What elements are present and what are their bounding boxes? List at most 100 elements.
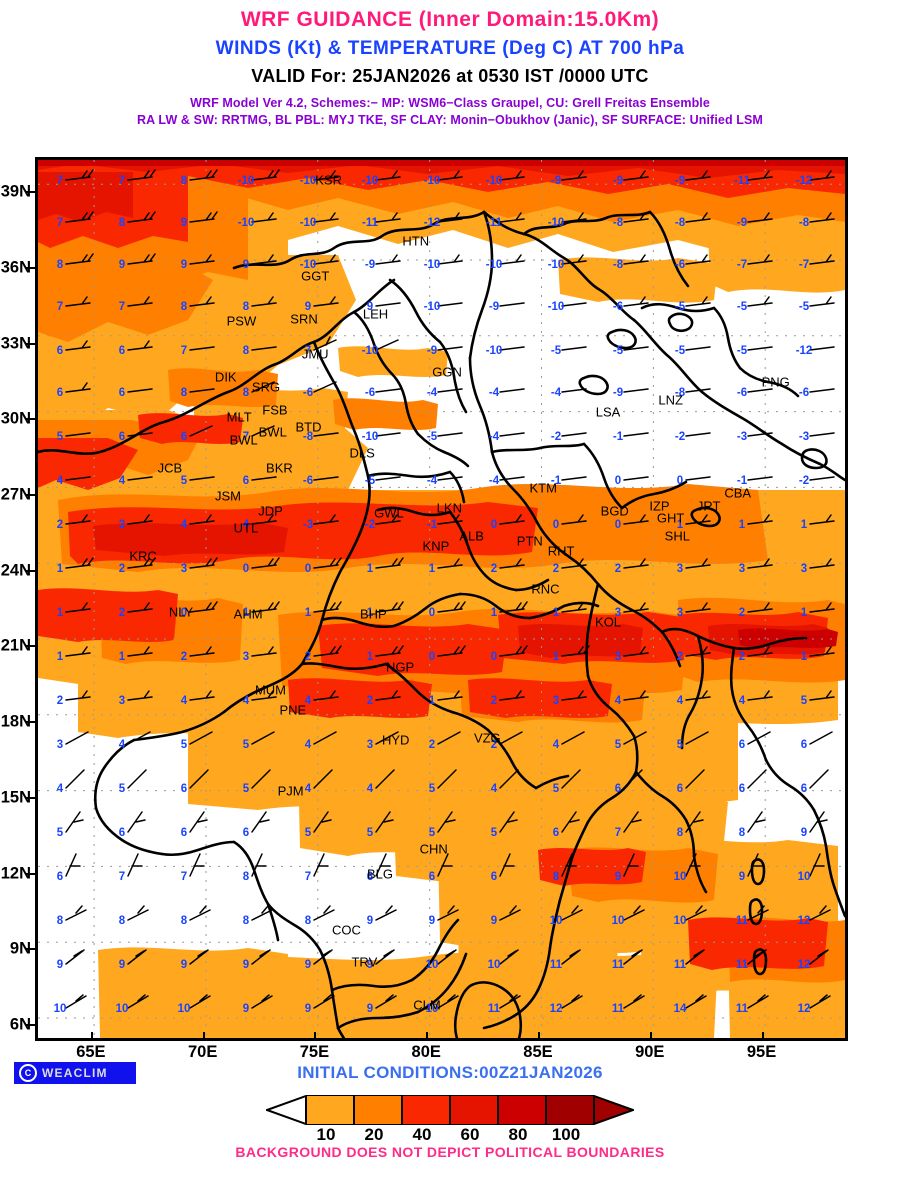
svg-text:-5: -5	[737, 301, 748, 313]
svg-text:3: 3	[119, 695, 125, 707]
svg-text:5: 5	[181, 739, 188, 751]
svg-text:9: 9	[739, 871, 745, 883]
lat-tick-label: 12N	[0, 864, 31, 883]
svg-text:4: 4	[553, 739, 560, 751]
svg-text:-10: -10	[362, 345, 379, 357]
svg-text:9: 9	[367, 301, 373, 313]
svg-text:8: 8	[243, 915, 250, 927]
lat-tick-label: 9N	[9, 939, 31, 958]
svg-text:-9: -9	[737, 217, 747, 229]
svg-text:3: 3	[553, 695, 559, 707]
svg-text:7: 7	[181, 871, 187, 883]
svg-text:1: 1	[677, 519, 684, 531]
svg-text:9: 9	[615, 871, 621, 883]
svg-text:4: 4	[305, 783, 312, 795]
svg-text:4: 4	[491, 783, 498, 795]
svg-text:-5: -5	[427, 431, 438, 443]
lat-tick-mark	[26, 191, 35, 194]
city-label: SRN	[290, 311, 318, 327]
svg-text:2: 2	[553, 563, 559, 575]
svg-text:-10: -10	[300, 217, 317, 229]
svg-text:4: 4	[119, 475, 126, 487]
svg-text:2: 2	[181, 651, 187, 663]
city-label: PTN	[516, 533, 543, 549]
svg-text:11: 11	[736, 959, 749, 971]
svg-text:-9: -9	[613, 175, 623, 187]
svg-text:1: 1	[305, 607, 312, 619]
lat-tick-label: 30N	[0, 409, 31, 428]
svg-text:12: 12	[550, 1003, 563, 1015]
svg-text:8: 8	[243, 345, 250, 357]
svg-text:-10: -10	[238, 217, 255, 229]
svg-text:5: 5	[491, 827, 498, 839]
svg-text:-6: -6	[613, 301, 623, 313]
city-label: PJM	[277, 783, 304, 799]
svg-text:0: 0	[429, 607, 435, 619]
svg-text:3: 3	[57, 739, 63, 751]
svg-text:2: 2	[305, 651, 311, 663]
weather-map[interactable]: 7 7 8 -10 -10 -10 -10 -10 -9 -9 -9 -1 1 -12 7 8 9 -…	[35, 157, 848, 1041]
svg-text:3: 3	[801, 563, 807, 575]
svg-text:3: 3	[677, 563, 683, 575]
svg-text:0: 0	[615, 519, 621, 531]
svg-text:9: 9	[367, 1003, 373, 1015]
svg-text:-5: -5	[613, 345, 624, 357]
svg-text:-10: -10	[486, 345, 503, 357]
svg-text:9: 9	[243, 259, 249, 271]
svg-text:2: 2	[491, 563, 497, 575]
svg-text:-2: -2	[365, 519, 375, 531]
colorbar-cell	[450, 1095, 498, 1125]
weaclim-logo[interactable]: C WEACLIM	[14, 1062, 136, 1084]
svg-text:0: 0	[491, 651, 497, 663]
svg-text:-4: -4	[489, 431, 500, 443]
svg-text:11: 11	[674, 959, 687, 971]
svg-text:1: 1	[553, 607, 560, 619]
svg-text:6: 6	[119, 345, 125, 357]
svg-text:3: 3	[243, 651, 249, 663]
svg-text:6: 6	[119, 431, 125, 443]
svg-text:-1: -1	[737, 475, 748, 487]
colorbar[interactable]: 10 20 40 60 80 100	[0, 1095, 900, 1155]
svg-text:-10: -10	[300, 259, 317, 271]
svg-text:2: 2	[429, 739, 435, 751]
svg-text:7: 7	[305, 345, 311, 357]
svg-text:5: 5	[243, 783, 250, 795]
lon-tick-mark	[649, 1032, 652, 1041]
svg-text:-12: -12	[796, 345, 813, 357]
svg-text:0: 0	[553, 519, 559, 531]
city-label: MLT	[226, 409, 252, 425]
svg-text:14: 14	[674, 1003, 687, 1015]
city-label: LSA	[595, 404, 621, 420]
lat-tick-mark	[26, 948, 35, 951]
svg-text:10: 10	[612, 915, 625, 927]
colorbar-cell	[402, 1095, 450, 1125]
svg-text:1: 1	[119, 651, 126, 663]
lon-tick-mark	[202, 1032, 205, 1041]
city-label: AHM	[233, 606, 263, 622]
svg-text:2: 2	[491, 695, 497, 707]
svg-text:2: 2	[739, 651, 745, 663]
colorbar-tick-labels: 10 20 40 60 80 100	[286, 1125, 614, 1151]
svg-text:9: 9	[801, 827, 807, 839]
lon-tick-mark	[314, 1032, 317, 1041]
svg-text:7: 7	[119, 301, 125, 313]
svg-text:1: 1	[491, 607, 498, 619]
svg-text:9: 9	[305, 959, 311, 971]
colorbar-label: 100	[551, 1125, 581, 1144]
svg-text:1: 1	[367, 607, 374, 619]
page-subtitle: WINDS (Kt) & TEMPERATURE (Deg C) AT 700 …	[215, 38, 685, 59]
svg-text:4: 4	[243, 695, 250, 707]
lon-tick-mark	[90, 1032, 93, 1041]
svg-text:-5: -5	[737, 345, 748, 357]
svg-text:9: 9	[243, 959, 249, 971]
svg-text:-9: -9	[675, 175, 685, 187]
svg-text:1: 1	[801, 607, 808, 619]
svg-text:3: 3	[615, 607, 621, 619]
svg-text:6: 6	[491, 871, 497, 883]
city-label: BWL	[229, 432, 258, 448]
svg-text:6: 6	[429, 871, 435, 883]
svg-text:2: 2	[119, 563, 125, 575]
colorbar-label: 60	[460, 1125, 480, 1144]
city-label: JDP	[258, 503, 283, 519]
svg-text:1: 1	[57, 607, 64, 619]
